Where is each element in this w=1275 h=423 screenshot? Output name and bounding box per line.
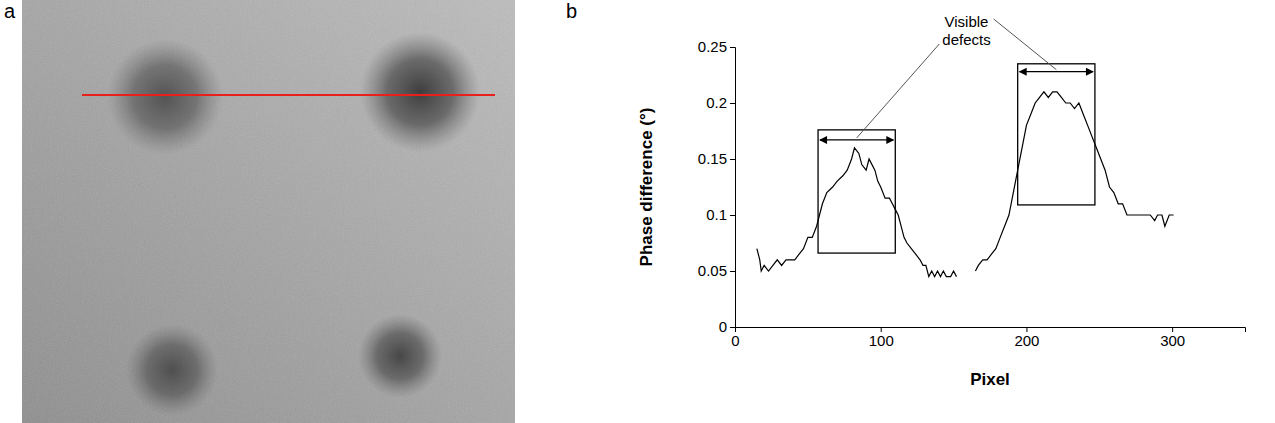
profile-line [82, 94, 495, 96]
annotation: Visibledefects [942, 13, 990, 48]
annotations: Visibledefects [857, 13, 1057, 138]
y-axis-line [730, 48, 736, 328]
y-axis: 0 0.05 0.1 0.15 0.2 0.25 [698, 38, 736, 335]
y-tick-mark [730, 215, 735, 216]
y-axis-title: Phase difference (°) [637, 108, 656, 267]
x-tick-label: 300 [1160, 332, 1185, 349]
phase-line [757, 92, 1174, 277]
y-tick: 0.2 [706, 94, 735, 111]
width-arrow [1019, 68, 1094, 76]
width-arrow [819, 136, 894, 144]
image-background [22, 0, 515, 423]
defect-blob [358, 314, 442, 398]
y-tick: 0.25 [698, 38, 735, 55]
y-tick-mark [730, 47, 735, 48]
y-tick-mark [730, 103, 735, 104]
y-tick-mark [730, 159, 735, 160]
y-tick-mark [730, 327, 735, 328]
defect-blob [107, 39, 223, 155]
y-tick-label: 0.2 [706, 94, 727, 111]
x-tick: 0 [731, 327, 739, 349]
y-tick: 0.05 [698, 262, 735, 279]
panel-label: a [4, 0, 16, 22]
y-tick-label: 0 [719, 318, 727, 335]
y-tick-label: 0.25 [698, 38, 727, 55]
x-tick-label: 200 [1014, 332, 1039, 349]
panel-label: b [566, 0, 577, 22]
x-tick-label: 100 [869, 332, 894, 349]
x-axis: 0 100 200 300 [731, 327, 1245, 349]
y-tick-mark [730, 271, 735, 272]
defect-box [1018, 64, 1095, 205]
figure: a b 0 0.05 0.1 0.15 0.2 0.25 0 100 200 300 Pixel Phas… [0, 0, 1275, 423]
y-tick-label: 0.1 [706, 206, 727, 223]
leader-line [857, 44, 940, 138]
x-tick: 100 [869, 327, 894, 349]
y-tick-label: 0.05 [698, 262, 727, 279]
x-tick-label: 0 [731, 332, 739, 349]
x-tick: 200 [1014, 327, 1039, 349]
x-axis-title: Pixel [970, 370, 1010, 389]
defect-blob [360, 32, 480, 152]
leader-line [994, 19, 1057, 70]
x-tick: 300 [1160, 327, 1185, 349]
y-tick: 0.1 [706, 206, 735, 223]
defect-box [818, 130, 895, 253]
y-tick: 0.15 [698, 150, 735, 167]
defect-blob [126, 324, 218, 416]
image-grain [22, 0, 515, 423]
y-tick-label: 0.15 [698, 150, 727, 167]
image-panel [22, 0, 515, 423]
plot-area [757, 64, 1174, 277]
